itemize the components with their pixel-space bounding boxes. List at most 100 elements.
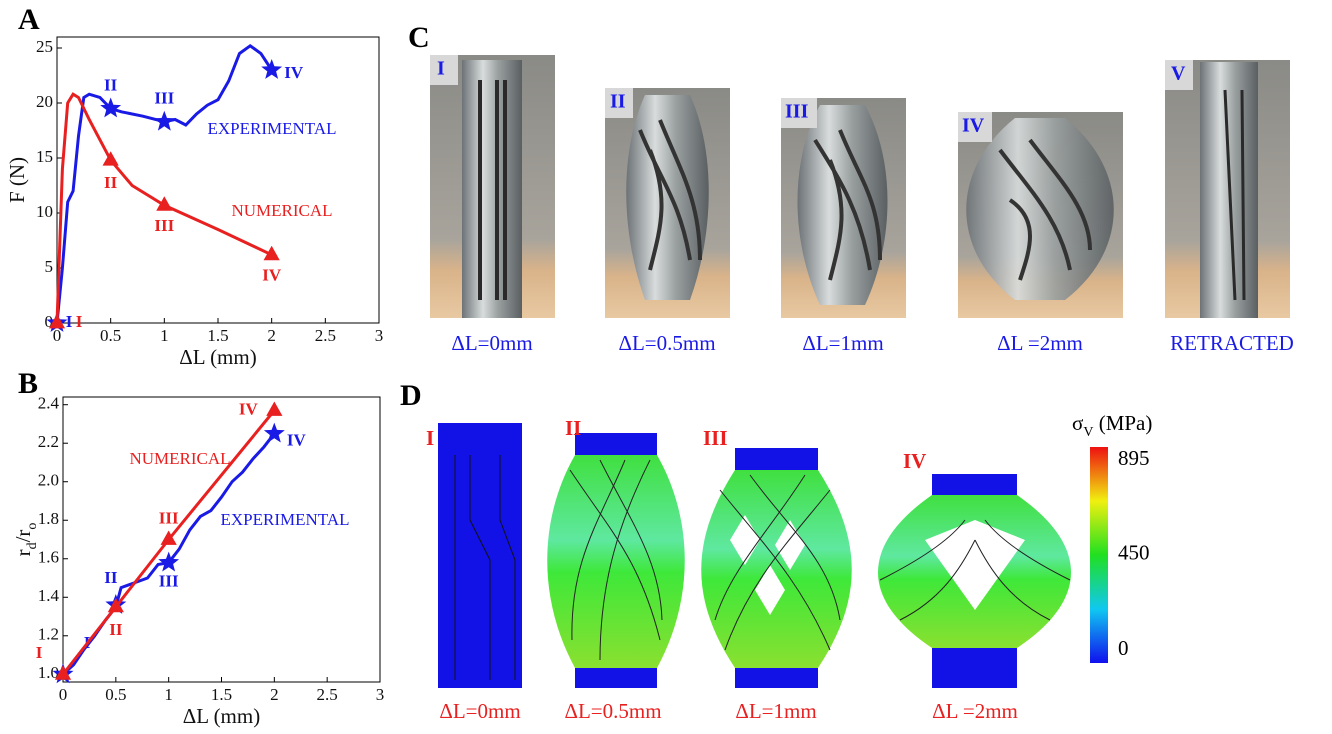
photo-tag: II xyxy=(610,91,626,113)
y-tick-label: 25 xyxy=(36,37,53,56)
photo: IV xyxy=(958,112,1123,318)
data-marker xyxy=(261,59,282,79)
x-axis-label: ΔL (mm) xyxy=(183,704,260,728)
x-tick-label: 2.5 xyxy=(315,326,336,345)
marker-label: II xyxy=(104,75,118,94)
data-marker xyxy=(266,401,282,415)
series-label: NUMERICAL xyxy=(231,201,332,220)
series-label: NUMERICAL xyxy=(129,449,230,468)
x-tick-label: 2 xyxy=(267,326,276,345)
y-tick-label: 2.2 xyxy=(38,432,59,451)
marker-label: IV xyxy=(284,63,304,82)
photo-caption: ΔL =2mm xyxy=(997,331,1083,355)
photo-caption: RETRACTED xyxy=(1170,331,1294,355)
sim-caption: ΔL=0.5mm xyxy=(564,699,661,723)
simulation: II xyxy=(547,416,685,688)
x-tick-label: 3 xyxy=(375,326,384,345)
photo-tag: III xyxy=(785,101,809,123)
simulation: I xyxy=(426,423,522,688)
x-tick-label: 2.5 xyxy=(317,685,338,704)
colorbar-tick-label: 895 xyxy=(1118,446,1150,470)
data-line xyxy=(57,46,272,323)
y-tick-label: 1.4 xyxy=(38,586,60,605)
data-marker xyxy=(103,151,119,165)
x-tick-label: 3 xyxy=(376,685,385,704)
y-tick-label: 1.8 xyxy=(38,509,59,528)
series-label: EXPERIMENTAL xyxy=(208,119,337,138)
marker-label: III xyxy=(159,508,179,527)
data-marker xyxy=(154,111,175,131)
x-tick-label: 0.5 xyxy=(105,685,126,704)
colorbar-title: σV (MPa) xyxy=(1072,411,1152,440)
photo: V xyxy=(1165,60,1290,318)
panel-label: C xyxy=(408,21,430,54)
y-tick-label: 2.0 xyxy=(38,471,59,490)
colorbar-tick-label: 0 xyxy=(1118,636,1129,660)
y-axis-label-part: /r xyxy=(11,530,35,543)
colorbar xyxy=(1090,447,1108,663)
y-tick-label: 1.2 xyxy=(38,625,59,644)
photo-caption: ΔL=0mm xyxy=(451,331,532,355)
sim-tag: II xyxy=(565,416,581,440)
marker-label: I xyxy=(76,312,83,331)
sim-caption: ΔL=1mm xyxy=(735,699,816,723)
y-tick-label: 20 xyxy=(36,92,53,111)
colorbar-title-part: V xyxy=(1083,425,1093,440)
marker-label: II xyxy=(104,568,118,587)
colorbar-title-part: (MPa) xyxy=(1093,411,1152,435)
simulation: III xyxy=(701,426,852,688)
colorbar-title-part: σ xyxy=(1072,411,1083,435)
photo-caption: ΔL=1mm xyxy=(802,331,883,355)
x-tick-label: 1 xyxy=(160,326,169,345)
marker-label: IV xyxy=(262,266,282,285)
photo: I xyxy=(430,55,555,318)
sim-tag: III xyxy=(703,426,728,450)
x-tick-label: 1.5 xyxy=(211,685,232,704)
panel-label: B xyxy=(18,367,38,400)
x-tick-label: 1 xyxy=(164,685,173,704)
marker-label: I xyxy=(36,643,43,662)
y-tick-label: 2.4 xyxy=(38,394,60,413)
sim-caption: ΔL =2mm xyxy=(932,699,1018,723)
y-axis-label-part: r xyxy=(11,549,35,556)
marker-label: III xyxy=(154,89,174,108)
sim-tag: I xyxy=(426,426,434,450)
y-tick-label: 15 xyxy=(36,147,53,166)
y-tick-label: 1.6 xyxy=(38,548,59,567)
marker-label: II xyxy=(104,173,118,192)
sim-tag: IV xyxy=(903,449,926,473)
simulation: IV xyxy=(878,449,1071,688)
marker-label: II xyxy=(109,620,123,639)
marker-label: I xyxy=(66,312,73,331)
figure: A B C D I II III IV V ΔL=0mm ΔL=0.5m xyxy=(0,0,1332,729)
x-tick-label: 2 xyxy=(270,685,279,704)
panel-label: D xyxy=(400,379,422,412)
y-tick-label: 10 xyxy=(36,202,53,221)
marker-label: IV xyxy=(239,399,259,418)
marker-label: III xyxy=(154,216,174,235)
series-label: EXPERIMENTAL xyxy=(221,510,350,529)
x-tick-label: 0.5 xyxy=(100,326,121,345)
photo-tag: IV xyxy=(962,115,985,137)
photo-tag: V xyxy=(1171,63,1186,85)
data-marker xyxy=(264,423,285,443)
y-axis-label-part: d xyxy=(25,542,40,549)
sim-caption: ΔL=0mm xyxy=(439,699,520,723)
photo-tag: I xyxy=(437,58,445,80)
colorbar-tick-label: 450 xyxy=(1118,540,1150,564)
marker-label: III xyxy=(159,572,179,591)
photo: III xyxy=(781,98,906,318)
photo-caption: ΔL=0.5mm xyxy=(618,331,715,355)
y-axis-label-part: o xyxy=(25,523,40,530)
y-axis-label: F (N) xyxy=(5,157,29,203)
x-tick-label: 1.5 xyxy=(207,326,228,345)
plot-frame xyxy=(63,397,380,682)
x-axis-label: ΔL (mm) xyxy=(179,345,256,369)
panel-label: A xyxy=(18,3,40,36)
photo: II xyxy=(605,88,730,318)
x-tick-label: 0 xyxy=(59,685,68,704)
y-tick-label: 5 xyxy=(45,257,54,276)
y-axis-label: rd/ro xyxy=(11,523,40,557)
